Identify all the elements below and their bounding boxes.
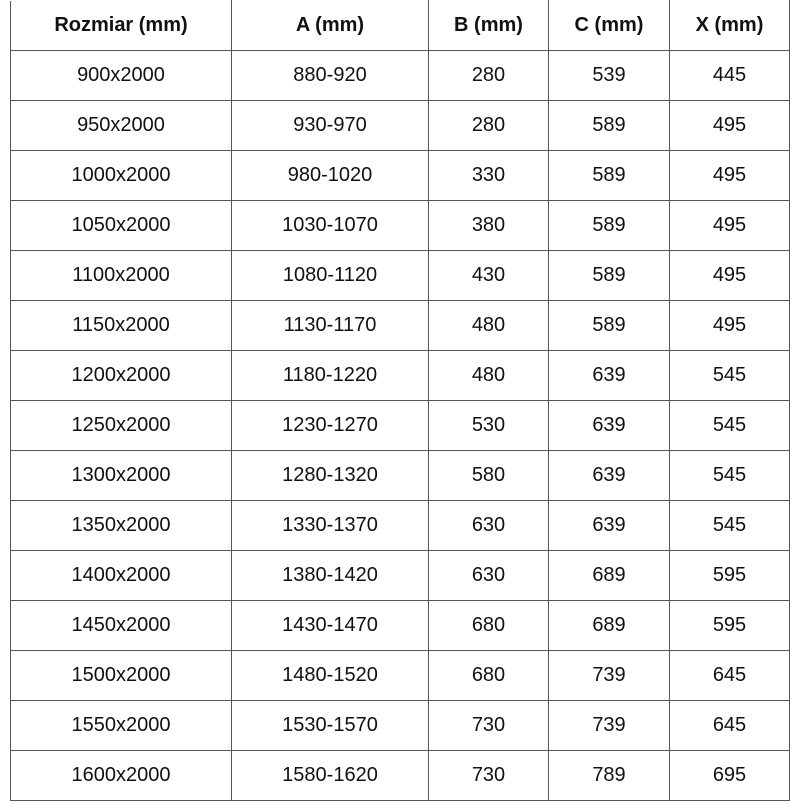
dimensions-table: Rozmiar (mm) A (mm) B (mm) C (mm) X (mm)… [10,0,790,801]
cell-b: 380 [428,200,549,251]
table-row: 1300x2000 1280-1320 580 639 545 [10,450,790,501]
table-row: 1200x2000 1180-1220 480 639 545 [10,350,790,401]
cell-b: 680 [428,600,549,651]
cell-a: 1130-1170 [231,300,429,351]
cell-x: 495 [669,100,790,151]
table-row: 1450x2000 1430-1470 680 689 595 [10,600,790,651]
header-a: A (mm) [231,0,429,51]
cell-x: 495 [669,200,790,251]
cell-b: 480 [428,300,549,351]
cell-a: 1030-1070 [231,200,429,251]
cell-x: 695 [669,750,790,801]
cell-c: 639 [548,450,670,501]
cell-b: 580 [428,450,549,501]
cell-size: 1350x2000 [10,500,232,551]
cell-a: 1480-1520 [231,650,429,701]
cell-x: 595 [669,550,790,601]
cell-c: 739 [548,650,670,701]
cell-size: 1400x2000 [10,550,232,601]
cell-x: 545 [669,350,790,401]
header-x: X (mm) [669,0,790,51]
cell-a: 1530-1570 [231,700,429,751]
cell-size: 1100x2000 [10,250,232,301]
cell-size: 1550x2000 [10,700,232,751]
table-row: 950x2000 930-970 280 589 495 [10,100,790,151]
cell-c: 739 [548,700,670,751]
cell-c: 539 [548,50,670,101]
cell-x: 545 [669,400,790,451]
cell-c: 589 [548,300,670,351]
cell-a: 1230-1270 [231,400,429,451]
cell-a: 1280-1320 [231,450,429,501]
cell-size: 1600x2000 [10,750,232,801]
cell-b: 730 [428,750,549,801]
cell-a: 880-920 [231,50,429,101]
cell-c: 639 [548,400,670,451]
cell-c: 589 [548,150,670,201]
cell-b: 480 [428,350,549,401]
cell-c: 639 [548,500,670,551]
cell-b: 530 [428,400,549,451]
cell-b: 430 [428,250,549,301]
header-c: C (mm) [548,0,670,51]
table-row: 1000x2000 980-1020 330 589 495 [10,150,790,201]
cell-size: 1500x2000 [10,650,232,701]
cell-a: 980-1020 [231,150,429,201]
cell-size: 1250x2000 [10,400,232,451]
cell-a: 1380-1420 [231,550,429,601]
table-row: 1400x2000 1380-1420 630 689 595 [10,550,790,601]
cell-c: 589 [548,250,670,301]
cell-size: 1300x2000 [10,450,232,501]
cell-x: 495 [669,300,790,351]
cell-a: 1430-1470 [231,600,429,651]
cell-x: 645 [669,650,790,701]
cell-size: 900x2000 [10,50,232,101]
table-row: 1500x2000 1480-1520 680 739 645 [10,650,790,701]
cell-c: 689 [548,600,670,651]
table-row: 1550x2000 1530-1570 730 739 645 [10,700,790,751]
header-size: Rozmiar (mm) [10,0,232,51]
cell-c: 639 [548,350,670,401]
table-row: 1100x2000 1080-1120 430 589 495 [10,250,790,301]
cell-a: 930-970 [231,100,429,151]
cell-a: 1080-1120 [231,250,429,301]
cell-b: 330 [428,150,549,201]
cell-a: 1580-1620 [231,750,429,801]
cell-b: 630 [428,500,549,551]
cell-x: 495 [669,150,790,201]
table-row: 1600x2000 1580-1620 730 789 695 [10,750,790,801]
cell-c: 689 [548,550,670,601]
cell-size: 1150x2000 [10,300,232,351]
cell-size: 1000x2000 [10,150,232,201]
header-row: Rozmiar (mm) A (mm) B (mm) C (mm) X (mm) [10,0,790,51]
cell-x: 445 [669,50,790,101]
cell-size: 1050x2000 [10,200,232,251]
cell-size: 1200x2000 [10,350,232,401]
cell-c: 789 [548,750,670,801]
cell-a: 1330-1370 [231,500,429,551]
cell-x: 545 [669,500,790,551]
cell-x: 645 [669,700,790,751]
cell-c: 589 [548,200,670,251]
header-b: B (mm) [428,0,549,51]
cell-a: 1180-1220 [231,350,429,401]
table-row: 1150x2000 1130-1170 480 589 495 [10,300,790,351]
table-row: 1250x2000 1230-1270 530 639 545 [10,400,790,451]
cell-b: 630 [428,550,549,601]
cell-size: 950x2000 [10,100,232,151]
table-row: 900x2000 880-920 280 539 445 [10,50,790,101]
cell-size: 1450x2000 [10,600,232,651]
cell-c: 589 [548,100,670,151]
cell-b: 680 [428,650,549,701]
cell-b: 280 [428,50,549,101]
cell-x: 595 [669,600,790,651]
table-row: 1350x2000 1330-1370 630 639 545 [10,500,790,551]
table-row: 1050x2000 1030-1070 380 589 495 [10,200,790,251]
cell-x: 545 [669,450,790,501]
cell-b: 280 [428,100,549,151]
cell-x: 495 [669,250,790,301]
cell-b: 730 [428,700,549,751]
